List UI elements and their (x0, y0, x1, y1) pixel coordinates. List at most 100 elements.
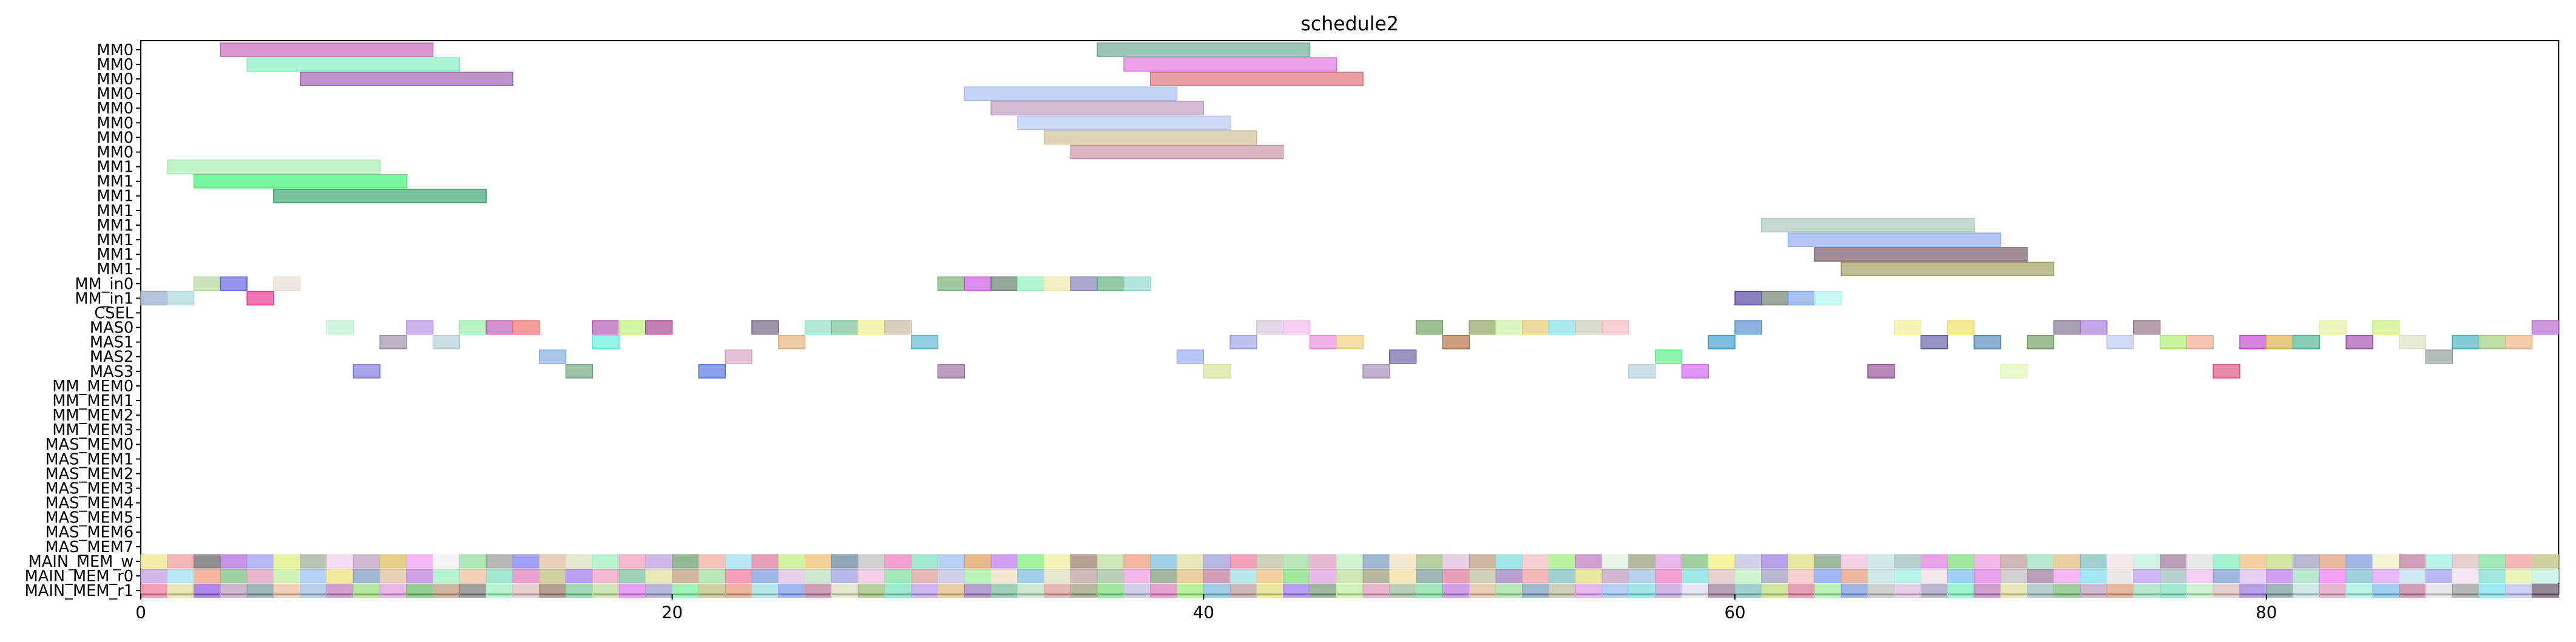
main-mem-cell (1229, 554, 1257, 569)
main-mem-cell (1655, 554, 1682, 569)
task-bar (2531, 320, 2560, 335)
main-mem-cell (2425, 569, 2453, 583)
main-mem-cell (857, 554, 885, 569)
task-bar (1867, 364, 1895, 379)
main-mem-cell (1256, 583, 1284, 598)
main-mem-cell (2345, 569, 2373, 583)
main-mem-cell (1921, 569, 1948, 583)
main-mem-cell (2106, 583, 2134, 598)
task-bar (645, 320, 673, 335)
main-mem-cell (2425, 554, 2453, 569)
main-mem-cell (566, 583, 593, 598)
task-bar (2398, 334, 2427, 350)
main-mem-cell (592, 569, 620, 583)
main-mem-cell (220, 583, 248, 598)
main-mem-cell (2160, 583, 2187, 598)
task-bar (990, 276, 1018, 291)
main-mem-cell (2080, 583, 2108, 598)
main-mem-cell (1681, 583, 1709, 598)
task-bar (1442, 334, 1470, 350)
main-mem-cell (194, 554, 221, 569)
task-bar (485, 320, 513, 335)
main-mem-cell (751, 569, 779, 583)
task-bar (2478, 334, 2506, 350)
task-bar (2319, 320, 2347, 335)
main-mem-cell (884, 569, 912, 583)
row-label: MM_MEM1 (52, 392, 134, 410)
main-mem-cell (1495, 554, 1523, 569)
task-bar (1469, 320, 1496, 335)
main-mem-cell (273, 554, 301, 569)
main-mem-cell (2505, 569, 2533, 583)
task-bar (2133, 320, 2161, 335)
main-mem-cell (1681, 569, 1709, 583)
task-bar (1256, 320, 1284, 335)
main-mem-cell (1469, 569, 1496, 583)
task-bar (1681, 364, 1709, 379)
task-bar (1150, 72, 1364, 86)
main-mem-cell (2532, 554, 2559, 569)
main-mem-cell (1655, 583, 1682, 598)
task-bar (1734, 291, 1762, 306)
task-bar (1522, 320, 1550, 335)
main-mem-cell (964, 554, 992, 569)
task-bar (2345, 334, 2373, 350)
main-mem-cell (2372, 569, 2400, 583)
main-mem-cell (1150, 569, 1178, 583)
main-mem-cell (485, 583, 513, 598)
main-mem-cell (1469, 554, 1496, 569)
main-mem-cell (300, 583, 327, 598)
main-mem-cell (512, 583, 540, 598)
main-mem-cell (246, 583, 274, 598)
main-mem-cell (672, 569, 699, 583)
task-bar (2505, 334, 2533, 350)
main-mem-cell (1575, 583, 1603, 598)
main-mem-cell (1362, 569, 1390, 583)
main-mem-cell (2505, 554, 2533, 569)
task-bar (1070, 276, 1098, 291)
main-mem-cell (379, 554, 407, 569)
main-mem-cell (2293, 583, 2320, 598)
main-mem-cell (1841, 583, 1868, 598)
main-mem-cell (2319, 554, 2347, 569)
task-bar (167, 291, 195, 306)
row-label: MM0 (97, 114, 134, 132)
main-mem-cell (1044, 554, 1071, 569)
main-mem-cell (1070, 583, 1098, 598)
main-mem-cell (1814, 569, 1842, 583)
task-bar (193, 174, 407, 189)
main-mem-cell (1177, 583, 1204, 598)
main-mem-cell (805, 583, 832, 598)
task-bar (406, 320, 434, 335)
main-mem-cell (990, 583, 1018, 598)
main-mem-cell (1044, 583, 1071, 598)
main-mem-cell (2106, 569, 2134, 583)
main-mem-cell (2266, 554, 2294, 569)
row-label: MAS_MEM2 (46, 465, 134, 483)
task-bar (2266, 334, 2294, 350)
main-mem-cell (2213, 583, 2240, 598)
main-mem-cell (326, 583, 354, 598)
task-bar (1495, 320, 1523, 335)
row-label: MAIN_MEM_r0 (25, 567, 134, 586)
main-mem-cell (1601, 583, 1629, 598)
task-bar (1761, 291, 1789, 306)
task-bar (1973, 334, 2001, 350)
main-mem-cell (2345, 583, 2373, 598)
main-mem-cell (1867, 554, 1895, 569)
main-mem-cell (2478, 554, 2506, 569)
row-label: MAS_MEM5 (46, 509, 134, 527)
main-mem-cell (964, 583, 992, 598)
main-mem-cell (1203, 583, 1231, 598)
task-bar (2026, 334, 2055, 350)
task-bars (140, 42, 2560, 598)
row-label: MM_in0 (75, 275, 134, 293)
task-bar (937, 276, 965, 291)
main-mem-cell (1522, 554, 1550, 569)
row-label: MAS_MEM0 (46, 436, 134, 454)
main-mem-cell (911, 583, 939, 598)
main-mem-cell (140, 569, 168, 583)
row-label: MAS0 (90, 319, 134, 337)
main-mem-cell (672, 554, 699, 569)
